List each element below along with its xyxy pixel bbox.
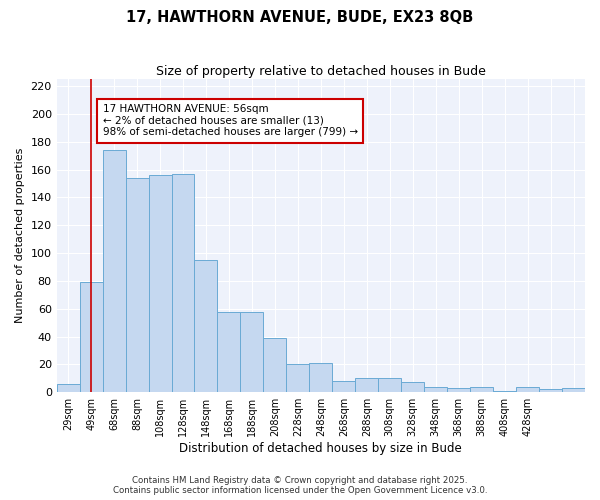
Bar — [80, 282, 103, 392]
Bar — [562, 388, 585, 392]
Text: 17 HAWTHORN AVENUE: 56sqm
← 2% of detached houses are smaller (13)
98% of semi-d: 17 HAWTHORN AVENUE: 56sqm ← 2% of detach… — [103, 104, 358, 138]
Y-axis label: Number of detached properties: Number of detached properties — [15, 148, 25, 324]
Bar — [378, 378, 401, 392]
Bar — [241, 312, 263, 392]
Text: 17, HAWTHORN AVENUE, BUDE, EX23 8QB: 17, HAWTHORN AVENUE, BUDE, EX23 8QB — [127, 10, 473, 25]
Bar — [103, 150, 125, 392]
Text: Contains HM Land Registry data © Crown copyright and database right 2025.
Contai: Contains HM Land Registry data © Crown c… — [113, 476, 487, 495]
Bar — [286, 364, 310, 392]
Bar — [493, 391, 516, 392]
Bar — [149, 175, 172, 392]
Bar — [217, 312, 241, 392]
Bar — [355, 378, 378, 392]
Title: Size of property relative to detached houses in Bude: Size of property relative to detached ho… — [156, 65, 486, 78]
Bar — [539, 390, 562, 392]
Bar — [447, 388, 470, 392]
Bar — [332, 381, 355, 392]
Bar — [310, 363, 332, 392]
Bar — [263, 338, 286, 392]
Bar — [470, 386, 493, 392]
Bar — [56, 384, 80, 392]
X-axis label: Distribution of detached houses by size in Bude: Distribution of detached houses by size … — [179, 442, 462, 455]
Bar — [401, 382, 424, 392]
Bar — [194, 260, 217, 392]
Bar — [172, 174, 194, 392]
Bar — [516, 386, 539, 392]
Bar — [125, 178, 149, 392]
Bar — [424, 386, 447, 392]
